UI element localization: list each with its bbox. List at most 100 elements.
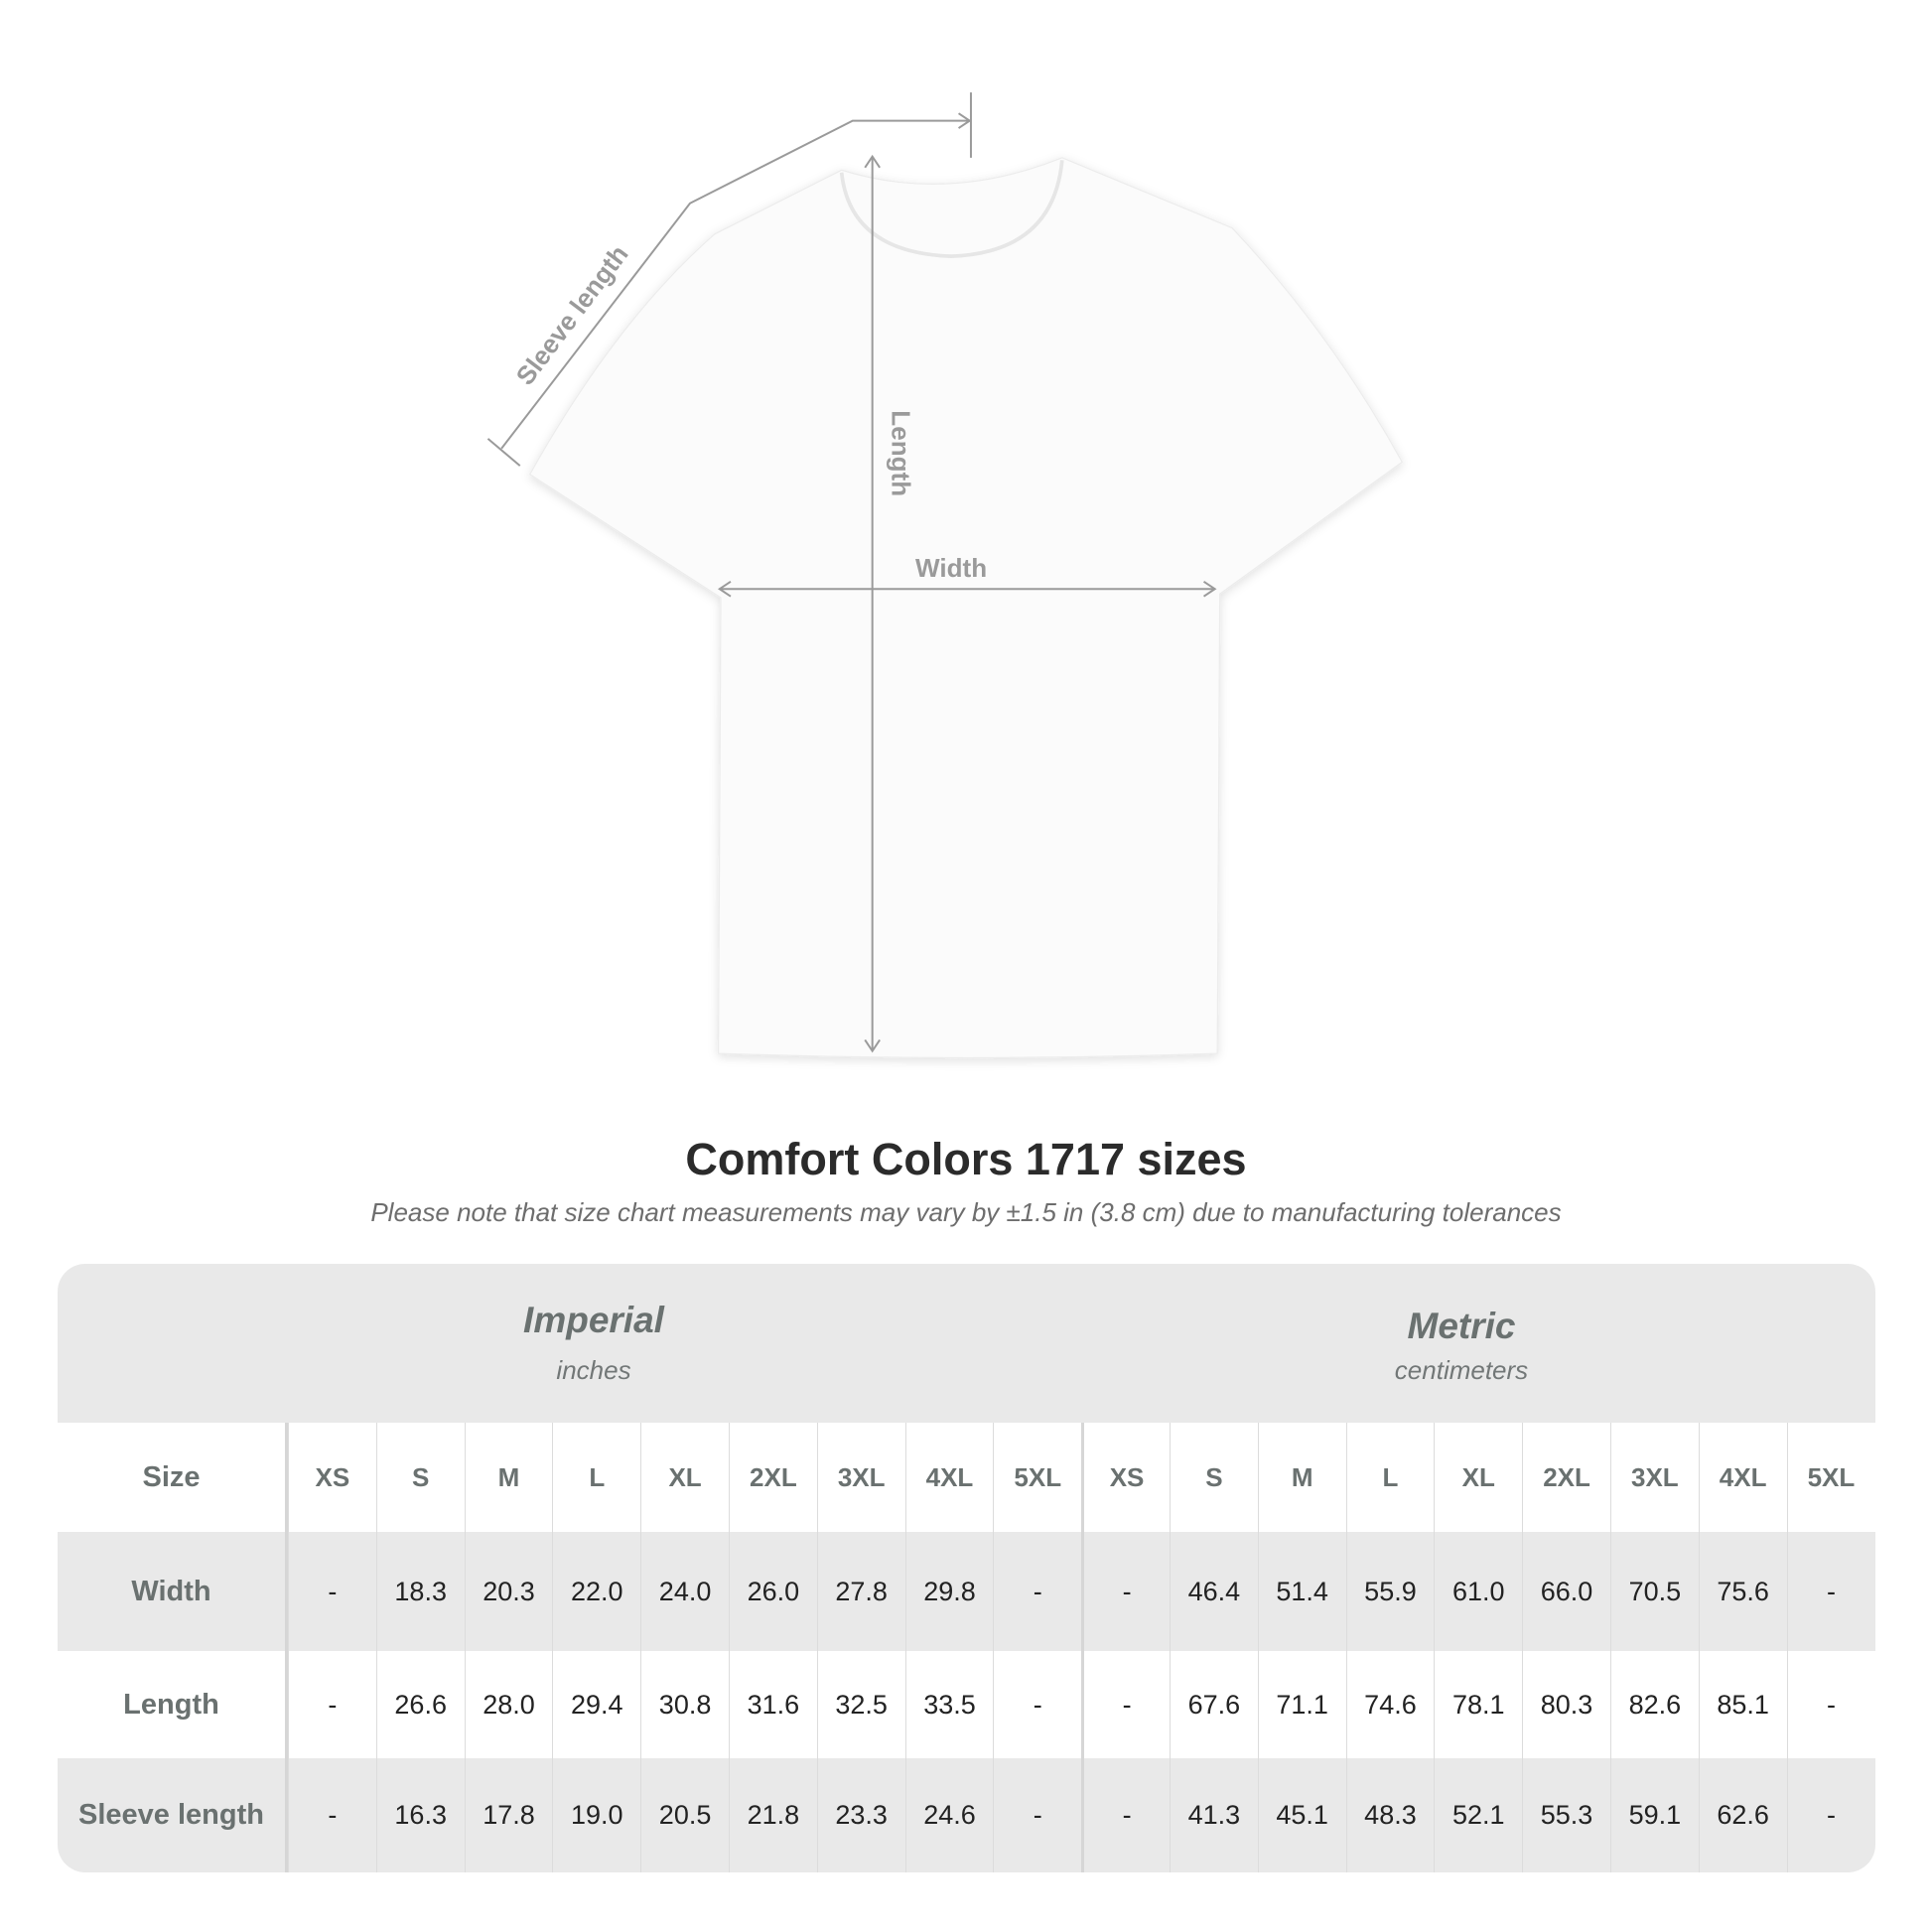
size-header-metric: 2XL — [1522, 1423, 1610, 1532]
tshirt-illustration — [528, 157, 1404, 1059]
size-header-metric: S — [1169, 1423, 1258, 1532]
imperial-value: 20.3 — [464, 1532, 553, 1651]
imperial-value: 23.3 — [816, 1758, 905, 1872]
metric-value: - — [1081, 1651, 1170, 1758]
imperial-value: 29.4 — [552, 1651, 640, 1758]
size-header-metric: 5XL — [1786, 1423, 1875, 1532]
row-label: Length — [58, 1651, 288, 1758]
metric-value: 82.6 — [1609, 1651, 1699, 1758]
metric-value: 75.6 — [1698, 1532, 1787, 1651]
size-header-imperial: M — [464, 1423, 553, 1532]
metric-value: - — [1786, 1758, 1875, 1872]
table-row: Length -26.6 28.0 29.4 30.8 31.6 32.5 33.5- -67.… — [58, 1651, 1875, 1758]
imperial-value: 18.3 — [375, 1532, 465, 1651]
metric-value: 78.1 — [1434, 1651, 1522, 1758]
metric-header: Metric centimeters — [1164, 1306, 1759, 1386]
metric-value: 80.3 — [1522, 1651, 1610, 1758]
size-header-row: Size XS S M L XL 2XL 3XL 4XL 5XL XS S M L XL 2XL 3XL 4XL 5… — [58, 1423, 1875, 1532]
size-header-metric: XS — [1081, 1423, 1170, 1532]
imperial-value: 31.6 — [728, 1651, 817, 1758]
imperial-heading: Imperial — [523, 1300, 664, 1340]
size-header-imperial: 3XL — [816, 1423, 905, 1532]
imperial-value: 24.0 — [640, 1532, 729, 1651]
tshirt-diagram: Sleeve length Length Width — [486, 92, 1404, 1059]
metric-value: 67.6 — [1169, 1651, 1258, 1758]
row-label: Width — [58, 1532, 288, 1651]
imperial-value: - — [288, 1758, 376, 1872]
metric-value: - — [1786, 1651, 1875, 1758]
metric-value: 51.4 — [1257, 1532, 1346, 1651]
imperial-value: 22.0 — [552, 1532, 640, 1651]
size-label: Size — [58, 1423, 288, 1532]
metric-value: - — [1081, 1532, 1170, 1651]
imperial-value: 28.0 — [464, 1651, 553, 1758]
arrowhead-icon — [864, 154, 881, 1053]
metric-value: - — [1786, 1532, 1875, 1651]
metric-value: 62.6 — [1698, 1758, 1787, 1872]
metric-value: 45.1 — [1257, 1758, 1346, 1872]
metric-value: 48.3 — [1345, 1758, 1435, 1872]
metric-value: 70.5 — [1609, 1532, 1699, 1651]
metric-value: 52.1 — [1434, 1758, 1522, 1872]
tick-line — [486, 438, 521, 467]
size-header-metric: 4XL — [1698, 1423, 1787, 1532]
size-table: Imperial inches Metric centimeters Size X… — [58, 1264, 1875, 1872]
imperial-value: 17.8 — [464, 1758, 553, 1872]
imperial-value: 26.6 — [375, 1651, 465, 1758]
metric-value: 59.1 — [1609, 1758, 1699, 1872]
metric-value: - — [1081, 1758, 1170, 1872]
metric-value: 85.1 — [1698, 1651, 1787, 1758]
imperial-value: 21.8 — [728, 1758, 817, 1872]
size-header-metric: M — [1257, 1423, 1346, 1532]
sleeve-length-line — [500, 119, 969, 450]
size-header-imperial: 2XL — [728, 1423, 817, 1532]
tolerance-note: Please note that size chart measurements… — [370, 1197, 1562, 1227]
metric-unit: centimeters — [1394, 1355, 1529, 1385]
imperial-value: 24.6 — [904, 1758, 994, 1872]
imperial-value: 19.0 — [552, 1758, 640, 1872]
metric-value: 66.0 — [1522, 1532, 1610, 1651]
arrowhead-icon — [958, 112, 972, 129]
imperial-value: - — [993, 1651, 1081, 1758]
chart-title: Comfort Colors 1717 sizes — [685, 1134, 1247, 1184]
width-label: Width — [915, 553, 987, 583]
imperial-value: - — [288, 1532, 376, 1651]
row-label: Sleeve length — [58, 1758, 288, 1872]
imperial-value: 33.5 — [904, 1651, 994, 1758]
size-header-imperial: S — [375, 1423, 465, 1532]
metric-value: 74.6 — [1345, 1651, 1435, 1758]
size-header-imperial: 4XL — [904, 1423, 994, 1532]
imperial-value: 16.3 — [375, 1758, 465, 1872]
imperial-value: 32.5 — [816, 1651, 905, 1758]
metric-heading: Metric — [1407, 1306, 1516, 1346]
imperial-unit: inches — [556, 1355, 631, 1385]
length-label: Length — [887, 410, 916, 496]
metric-value: 46.4 — [1169, 1532, 1258, 1651]
imperial-value: 20.5 — [640, 1758, 729, 1872]
imperial-value: - — [288, 1651, 376, 1758]
size-header-imperial: XS — [288, 1423, 376, 1532]
size-header-metric: XL — [1434, 1423, 1522, 1532]
table-row: Sleeve length -16.3 17.8 19.0 20.5 21.8 23.3 24… — [58, 1758, 1875, 1872]
arrowhead-icon — [717, 580, 1217, 598]
unit-header-band — [58, 1264, 1875, 1423]
imperial-value: 30.8 — [640, 1651, 729, 1758]
table-row: Width -18.3 20.3 22.0 24.0 26.0 27.8 29.8- -46.4… — [58, 1532, 1875, 1651]
metric-value: 61.0 — [1434, 1532, 1522, 1651]
imperial-value: - — [993, 1758, 1081, 1872]
collar — [839, 160, 1064, 259]
size-header-imperial: XL — [640, 1423, 729, 1532]
metric-value: 55.3 — [1522, 1758, 1610, 1872]
size-header-imperial: L — [552, 1423, 640, 1532]
size-header-metric: L — [1345, 1423, 1435, 1532]
imperial-value: 29.8 — [904, 1532, 994, 1651]
metric-value: 71.1 — [1257, 1651, 1346, 1758]
imperial-value: - — [993, 1532, 1081, 1651]
size-header-imperial: 5XL — [993, 1423, 1081, 1532]
imperial-value: 27.8 — [816, 1532, 905, 1651]
imperial-value: 26.0 — [728, 1532, 817, 1651]
metric-value: 55.9 — [1345, 1532, 1435, 1651]
imperial-header: Imperial inches — [296, 1300, 892, 1386]
size-header-metric: 3XL — [1609, 1423, 1699, 1532]
metric-value: 41.3 — [1169, 1758, 1258, 1872]
